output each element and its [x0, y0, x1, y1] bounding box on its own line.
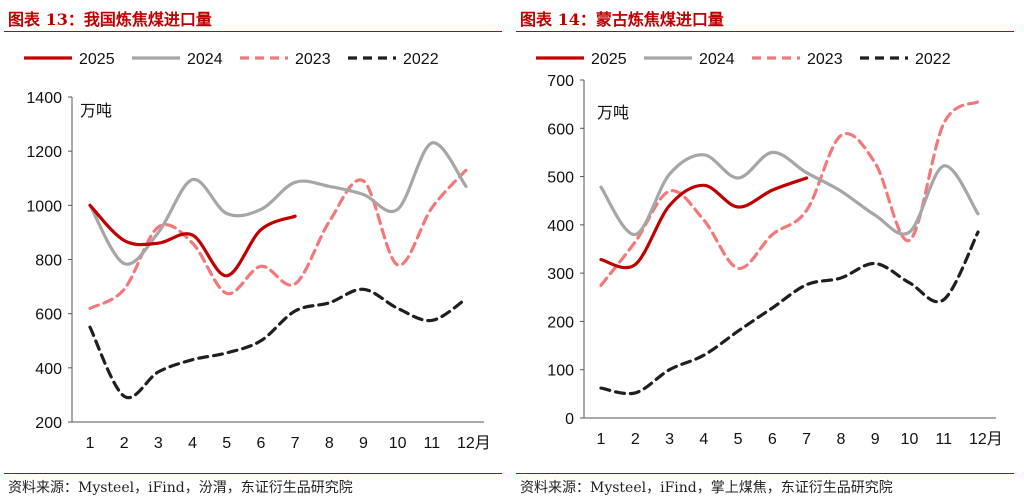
x-tick-label: 7 [291, 435, 300, 452]
y-tick-label: 1000 [26, 198, 62, 215]
x-tick-label: 1 [86, 435, 95, 452]
legend-label-2022: 2022 [915, 51, 951, 68]
chart-title-right: 图表 14：蒙古炼焦煤进口量 [520, 10, 724, 29]
title-divider-right [516, 31, 1014, 32]
y-tick-label: 400 [35, 361, 62, 378]
legend-label-2025: 2025 [79, 51, 115, 68]
legend-label-2024: 2024 [699, 51, 735, 68]
y-tick-label: 100 [547, 363, 574, 380]
series-line-2023 [88, 168, 468, 310]
series-line-2025 [88, 203, 297, 278]
x-tick-label: 12月 [457, 435, 491, 452]
legend-label-2022: 2022 [403, 51, 439, 68]
legend-label-2024: 2024 [187, 51, 223, 68]
x-tick-label: 5 [734, 431, 743, 448]
x-tick-label: 1 [597, 431, 606, 448]
x-tick-label: 7 [802, 431, 811, 448]
y-tick-label: 1200 [26, 144, 62, 161]
unit-label: 万吨 [80, 102, 112, 120]
source-note-left: 资料来源：Mysteel，iFind，汾渭，东证衍生品研究院 [8, 480, 353, 496]
x-tick-label: 10 [901, 431, 919, 448]
source-note-right: 资料来源：Mysteel，iFind，掌上煤焦，东证衍生品研究院 [520, 480, 893, 496]
y-tick-label: 200 [35, 415, 62, 432]
y-tick-label: 600 [547, 121, 574, 138]
x-tick-label: 9 [359, 435, 368, 452]
y-tick-label: 400 [547, 218, 574, 235]
source-divider-right [516, 473, 1014, 474]
y-tick-label: 200 [547, 314, 574, 331]
series-line-2022 [88, 287, 468, 400]
series-line-2024 [599, 150, 980, 237]
title-divider-left [4, 31, 502, 32]
x-tick-label: 6 [256, 435, 265, 452]
legend: 2025 2024 2023 2022 [536, 51, 951, 68]
series-line-2025 [599, 176, 809, 270]
x-tick-label: 3 [665, 431, 674, 448]
chart-title-left: 图表 13：我国炼焦煤进口量 [8, 10, 212, 29]
x-tick-label: 4 [188, 435, 197, 452]
x-tick-label: 2 [120, 435, 129, 452]
x-tick-label: 12月 [969, 431, 1003, 448]
x-tick-label: 5 [222, 435, 231, 452]
series-line-2022 [599, 230, 980, 396]
line-chart-left: 2025 2024 2023 2022 200 400 600 800 1000 1200 1400… [24, 51, 491, 452]
x-tick-label: 2 [631, 431, 640, 448]
x-tick-label: 4 [699, 431, 708, 448]
x-tick-label: 10 [389, 435, 407, 452]
chart-panel-left: 图表 13：我国炼焦煤进口量 2025 2024 2023 2022 200 400 600… [4, 10, 502, 496]
x-tick-label: 3 [154, 435, 163, 452]
y-tick-label: 700 [547, 73, 574, 90]
legend-label-2023: 2023 [295, 51, 331, 68]
series-line-2023 [599, 100, 980, 287]
x-tick-label: 8 [836, 431, 845, 448]
unit-label: 万吨 [597, 104, 629, 122]
series-line-2024 [88, 141, 468, 266]
y-tick-label: 300 [547, 266, 574, 283]
y-tick-label: 0 [565, 411, 574, 428]
legend: 2025 2024 2023 2022 [24, 51, 439, 68]
legend-label-2025: 2025 [591, 51, 627, 68]
legend-label-2023: 2023 [807, 51, 843, 68]
y-tick-label: 1400 [26, 90, 62, 107]
x-tick-label: 11 [424, 435, 441, 452]
x-tick-label: 11 [935, 431, 952, 448]
x-tick-label: 9 [871, 431, 880, 448]
x-tick-label: 6 [768, 431, 777, 448]
chart-panel-right: 图表 14：蒙古炼焦煤进口量 2025 2024 2023 2022 0 100 200 30… [512, 0, 1024, 501]
y-tick-label: 500 [547, 170, 574, 187]
y-tick-label: 600 [35, 307, 62, 324]
x-tick-label: 8 [325, 435, 334, 452]
source-divider-left [4, 473, 502, 474]
y-tick-label: 800 [35, 253, 62, 270]
